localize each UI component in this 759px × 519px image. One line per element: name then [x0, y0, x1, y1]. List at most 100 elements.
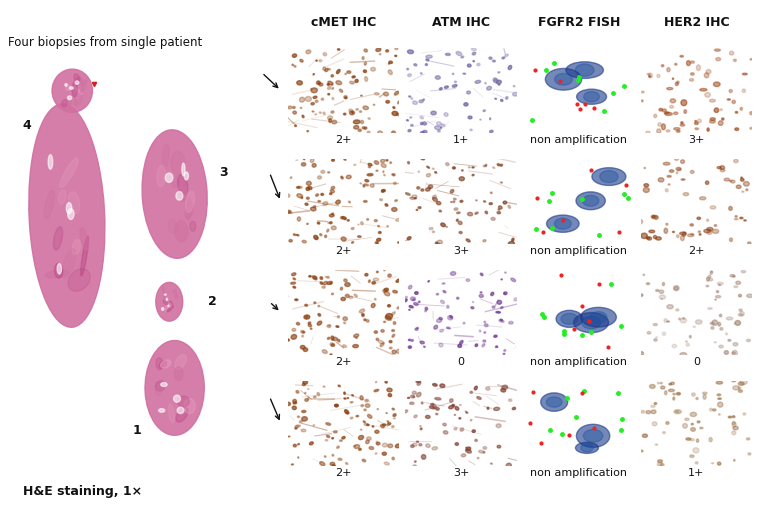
Ellipse shape	[296, 299, 298, 301]
Ellipse shape	[397, 306, 402, 309]
Ellipse shape	[554, 218, 572, 229]
Ellipse shape	[719, 345, 723, 348]
Ellipse shape	[464, 103, 468, 106]
Ellipse shape	[328, 81, 333, 85]
Ellipse shape	[329, 193, 332, 195]
Ellipse shape	[360, 183, 361, 184]
Ellipse shape	[496, 346, 497, 348]
Ellipse shape	[433, 197, 437, 201]
Ellipse shape	[690, 412, 697, 417]
Ellipse shape	[468, 116, 472, 119]
Ellipse shape	[483, 201, 486, 202]
Ellipse shape	[710, 322, 714, 324]
Ellipse shape	[364, 70, 367, 73]
Ellipse shape	[430, 403, 434, 405]
Ellipse shape	[339, 89, 343, 92]
Ellipse shape	[342, 216, 346, 220]
Ellipse shape	[660, 386, 665, 389]
Ellipse shape	[293, 400, 297, 403]
Ellipse shape	[179, 183, 186, 201]
Ellipse shape	[449, 405, 454, 409]
Ellipse shape	[667, 67, 670, 72]
Ellipse shape	[710, 408, 713, 411]
Ellipse shape	[317, 392, 320, 395]
Ellipse shape	[327, 337, 330, 339]
Ellipse shape	[439, 343, 443, 347]
Ellipse shape	[58, 190, 66, 204]
Ellipse shape	[740, 217, 743, 219]
Ellipse shape	[461, 56, 464, 58]
Text: 2+: 2+	[335, 357, 351, 367]
Ellipse shape	[644, 168, 645, 169]
Ellipse shape	[392, 426, 394, 428]
Ellipse shape	[483, 240, 486, 242]
Ellipse shape	[662, 124, 666, 130]
Ellipse shape	[175, 354, 187, 369]
Ellipse shape	[413, 101, 417, 104]
Ellipse shape	[665, 113, 672, 115]
Ellipse shape	[364, 409, 367, 411]
Ellipse shape	[499, 206, 502, 209]
Ellipse shape	[707, 128, 709, 131]
Ellipse shape	[480, 273, 483, 276]
Ellipse shape	[677, 81, 679, 84]
Ellipse shape	[428, 281, 430, 282]
Ellipse shape	[499, 320, 504, 322]
Ellipse shape	[732, 416, 735, 418]
Ellipse shape	[669, 389, 674, 392]
Ellipse shape	[329, 214, 334, 217]
Ellipse shape	[328, 222, 329, 224]
Ellipse shape	[653, 323, 657, 325]
Ellipse shape	[66, 202, 72, 214]
Ellipse shape	[45, 190, 55, 218]
Ellipse shape	[291, 335, 297, 339]
Ellipse shape	[492, 306, 495, 308]
Ellipse shape	[647, 283, 650, 284]
Ellipse shape	[459, 418, 461, 419]
Ellipse shape	[691, 61, 694, 63]
Ellipse shape	[720, 169, 725, 172]
Ellipse shape	[321, 194, 323, 196]
Ellipse shape	[175, 367, 183, 380]
Ellipse shape	[646, 237, 650, 239]
Ellipse shape	[175, 296, 178, 298]
Ellipse shape	[674, 409, 682, 414]
Ellipse shape	[348, 201, 351, 203]
Ellipse shape	[377, 408, 379, 409]
Ellipse shape	[657, 460, 663, 462]
Ellipse shape	[294, 299, 297, 301]
Ellipse shape	[581, 444, 593, 452]
Ellipse shape	[364, 200, 367, 202]
Ellipse shape	[657, 383, 659, 384]
Ellipse shape	[361, 95, 362, 96]
Ellipse shape	[485, 211, 487, 214]
Ellipse shape	[318, 305, 320, 307]
Ellipse shape	[344, 159, 346, 160]
Ellipse shape	[470, 391, 473, 393]
Ellipse shape	[417, 327, 418, 329]
Text: cMET IHC: cMET IHC	[311, 16, 376, 29]
Text: non amplification: non amplification	[531, 468, 627, 478]
Ellipse shape	[329, 325, 331, 326]
Ellipse shape	[374, 220, 377, 222]
Ellipse shape	[420, 116, 424, 119]
Ellipse shape	[729, 51, 734, 55]
Ellipse shape	[435, 172, 436, 173]
Ellipse shape	[733, 459, 735, 461]
Ellipse shape	[514, 298, 518, 301]
Ellipse shape	[456, 51, 461, 56]
Ellipse shape	[159, 380, 165, 390]
Ellipse shape	[388, 393, 392, 397]
Ellipse shape	[307, 197, 309, 199]
Ellipse shape	[156, 358, 162, 370]
Ellipse shape	[473, 61, 474, 62]
Ellipse shape	[652, 422, 657, 426]
Ellipse shape	[145, 340, 204, 435]
Ellipse shape	[327, 84, 329, 85]
Ellipse shape	[691, 73, 694, 75]
Ellipse shape	[292, 54, 297, 58]
Ellipse shape	[726, 333, 728, 335]
Ellipse shape	[292, 329, 296, 331]
Ellipse shape	[410, 117, 412, 118]
Ellipse shape	[711, 326, 714, 330]
